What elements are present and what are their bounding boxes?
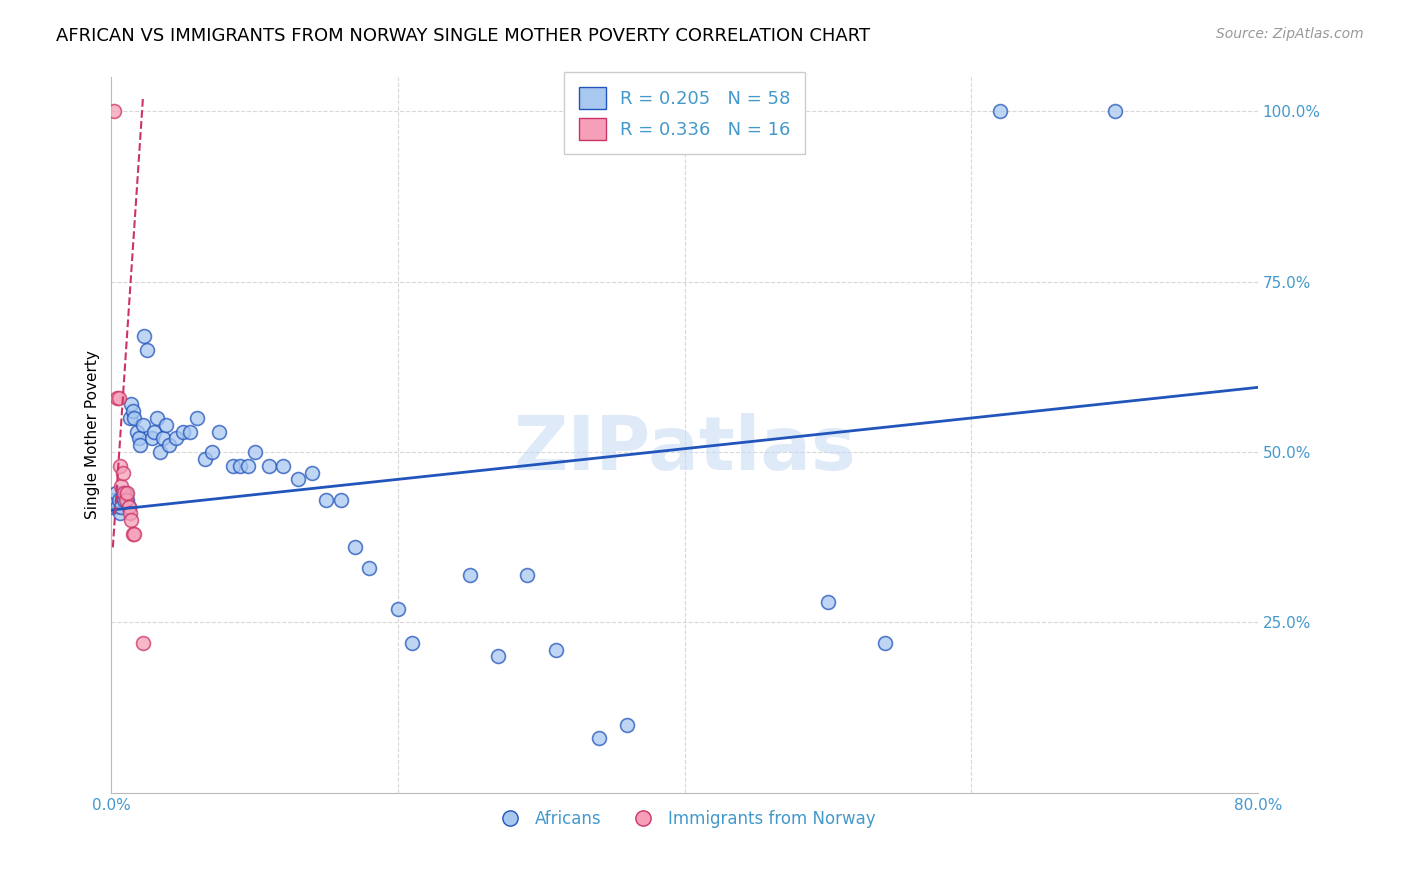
Point [122, 404, 145, 418]
Point [104, 486, 127, 500]
Point [315, 492, 337, 507]
Point [128, 432, 150, 446]
Point [201, 445, 224, 459]
Point [112, 486, 135, 500]
Point [107, 391, 129, 405]
Point [114, 492, 136, 507]
Point [107, 492, 129, 507]
Point [117, 500, 139, 514]
Point [108, 507, 131, 521]
Point [229, 458, 252, 473]
Point [108, 458, 131, 473]
Point [155, 417, 177, 432]
Text: Source: ZipAtlas.com: Source: ZipAtlas.com [1216, 27, 1364, 41]
Point [157, 438, 180, 452]
Point [132, 636, 155, 650]
Point [344, 541, 367, 555]
Point [110, 479, 132, 493]
Point [273, 458, 295, 473]
Point [111, 466, 134, 480]
Point [236, 458, 259, 473]
Point [257, 458, 280, 473]
Point [110, 500, 132, 514]
Point [121, 513, 143, 527]
Point [1104, 104, 1126, 119]
Point [143, 425, 166, 439]
Point [115, 486, 138, 500]
Point [129, 438, 152, 452]
Point [103, 104, 125, 119]
Point [101, 500, 124, 514]
Point [172, 425, 194, 439]
Point [134, 329, 156, 343]
Point [132, 417, 155, 432]
Point [115, 492, 138, 507]
Point [103, 492, 125, 507]
Point [136, 343, 159, 357]
Point [165, 432, 187, 446]
Point [988, 104, 1011, 119]
Point [616, 717, 638, 731]
Point [301, 466, 323, 480]
Point [186, 411, 208, 425]
Point [359, 561, 381, 575]
Point [124, 526, 146, 541]
Y-axis label: Single Mother Poverty: Single Mother Poverty [86, 351, 100, 519]
Point [146, 411, 169, 425]
Point [141, 432, 163, 446]
Point [516, 567, 538, 582]
Point [114, 486, 136, 500]
Point [117, 500, 139, 514]
Point [149, 445, 172, 459]
Point [121, 397, 143, 411]
Point [875, 636, 897, 650]
Point [105, 500, 128, 514]
Point [401, 636, 423, 650]
Point [127, 425, 149, 439]
Text: ZIPatlas: ZIPatlas [513, 413, 856, 486]
Point [208, 425, 231, 439]
Point [179, 425, 201, 439]
Point [458, 567, 481, 582]
Point [111, 486, 134, 500]
Point [329, 492, 352, 507]
Point [486, 649, 509, 664]
Point [243, 445, 266, 459]
Point [222, 458, 245, 473]
Point [112, 492, 135, 507]
Point [817, 595, 839, 609]
Point [387, 601, 409, 615]
Point [287, 472, 309, 486]
Point [544, 642, 567, 657]
Point [152, 432, 174, 446]
Point [118, 411, 141, 425]
Point [124, 411, 146, 425]
Legend: Africans, Immigrants from Norway: Africans, Immigrants from Norway [486, 803, 883, 834]
Point [193, 451, 215, 466]
Point [105, 391, 128, 405]
Point [588, 731, 610, 746]
Text: AFRICAN VS IMMIGRANTS FROM NORWAY SINGLE MOTHER POVERTY CORRELATION CHART: AFRICAN VS IMMIGRANTS FROM NORWAY SINGLE… [56, 27, 870, 45]
Point [118, 507, 141, 521]
Point [122, 526, 145, 541]
